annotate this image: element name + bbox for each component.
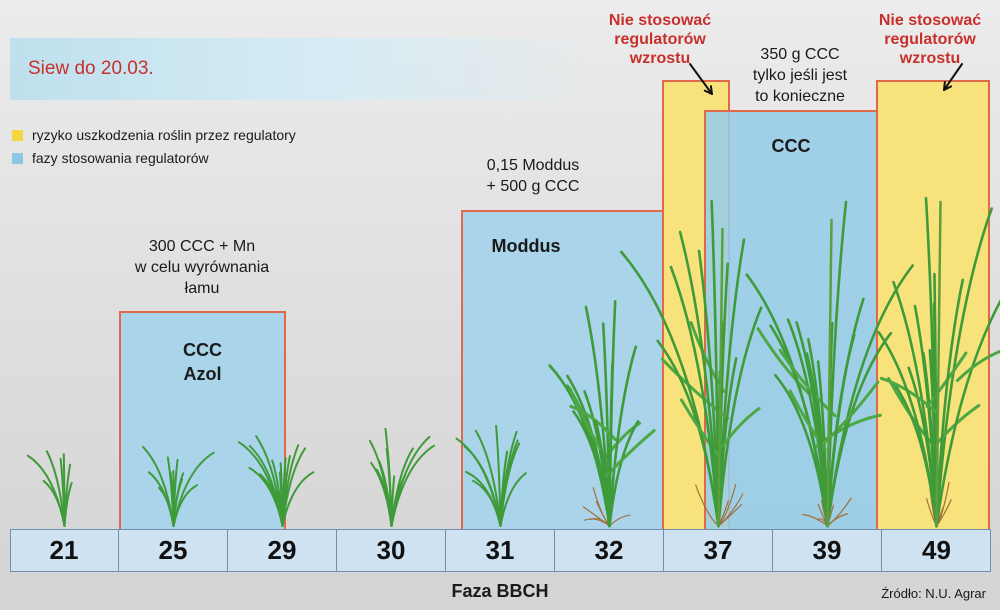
- leaf: [608, 420, 640, 528]
- arrow-warning-37: [703, 85, 713, 95]
- leaf: [955, 349, 1000, 383]
- x-axis-label: Faza BBCH: [451, 581, 549, 601]
- leaf: [935, 278, 965, 528]
- leaf: [572, 410, 611, 528]
- leaf: [45, 450, 66, 527]
- dry-leaf: [695, 484, 720, 527]
- bbch-stage-21: 21: [10, 529, 119, 572]
- warning-37: Nie stosować regulatorów wzrostu: [608, 12, 712, 67]
- bbch-stage-49: 49: [922, 535, 951, 565]
- leaf: [608, 345, 638, 528]
- legend-label: fazy stosowania regulatorów: [32, 150, 209, 166]
- note-ccc-optional: 350 g CCC tylko jeśli jest to konieczne: [752, 46, 848, 105]
- leaf: [63, 481, 73, 527]
- bbch-stage-30: 30: [337, 529, 446, 572]
- leaf: [472, 479, 502, 527]
- stem: [935, 200, 942, 528]
- bbch-stage-29: 29: [228, 529, 337, 572]
- band-label-ccc-azol: CCC Azol: [183, 340, 222, 384]
- leaf: [679, 398, 721, 458]
- source-note: Źródło: N.U. Agrar: [881, 586, 986, 601]
- leaf: [717, 306, 763, 528]
- leaf: [935, 299, 1000, 528]
- leaf: [26, 454, 66, 527]
- dry-leaf: [802, 513, 829, 527]
- dry-leaf: [608, 514, 631, 527]
- leaf: [935, 207, 993, 528]
- chart-title: Siew do 20.03.: [28, 58, 154, 79]
- dry-leaf: [582, 506, 611, 527]
- note-ccc-mn: 300 CCC + Mn w celu wyrównania łamu: [134, 238, 270, 297]
- bbch-stage-37: 37: [664, 529, 773, 572]
- leaf: [390, 435, 431, 527]
- bbch-stage-39: 39: [773, 529, 882, 572]
- bbch-stage-31: 31: [446, 529, 555, 572]
- leaf: [826, 333, 856, 528]
- leaf: [774, 373, 829, 528]
- legend-swatch-blue: [12, 152, 23, 164]
- band-label-moddus: Moddus: [491, 236, 561, 256]
- dry-leaf: [826, 497, 852, 527]
- leaf: [370, 461, 393, 527]
- leaf: [499, 430, 518, 527]
- bbch-stage-25: 25: [119, 529, 228, 572]
- bbch-stage-32: 32: [555, 529, 664, 572]
- leaf: [892, 280, 938, 528]
- leaf: [826, 264, 914, 528]
- warning-49: Nie stosować regulatorów wzrostu: [878, 12, 982, 67]
- leaf: [608, 362, 614, 528]
- note-moddus-ccc: 0,15 Moddus + 500 g CCC: [486, 157, 580, 195]
- leaf: [877, 331, 938, 528]
- leaf: [805, 352, 829, 528]
- arrow-warning-37: [689, 63, 713, 95]
- title-band: [10, 38, 600, 100]
- stem: [826, 218, 833, 528]
- leaf: [172, 484, 199, 527]
- band-label-ccc: CCC: [771, 136, 811, 156]
- leaf: [248, 467, 284, 527]
- stem: [717, 227, 724, 528]
- leaf: [169, 471, 175, 527]
- leaf: [281, 471, 315, 527]
- arrow-warning-49: [943, 81, 953, 91]
- legend-item-application: fazy stosowania regulatorów: [12, 150, 209, 166]
- leaf: [756, 327, 812, 397]
- legend-label: ryzyko uszkodzenia roślin przez regulato…: [32, 127, 296, 143]
- leaf: [568, 387, 602, 451]
- leaf: [142, 445, 175, 527]
- leaf: [281, 444, 300, 527]
- arrow-warning-49: [943, 63, 963, 91]
- legend-item-risk: ryzyko uszkodzenia roślin przez regulato…: [12, 127, 296, 143]
- leaf: [619, 250, 720, 528]
- leaf: [390, 444, 435, 527]
- leaf: [720, 407, 761, 449]
- leaf: [390, 447, 414, 527]
- leaf: [678, 230, 720, 528]
- legend-swatch-yellow: [12, 129, 23, 141]
- dry-leaf: [717, 503, 743, 527]
- bbch-axis-bar: [10, 529, 991, 572]
